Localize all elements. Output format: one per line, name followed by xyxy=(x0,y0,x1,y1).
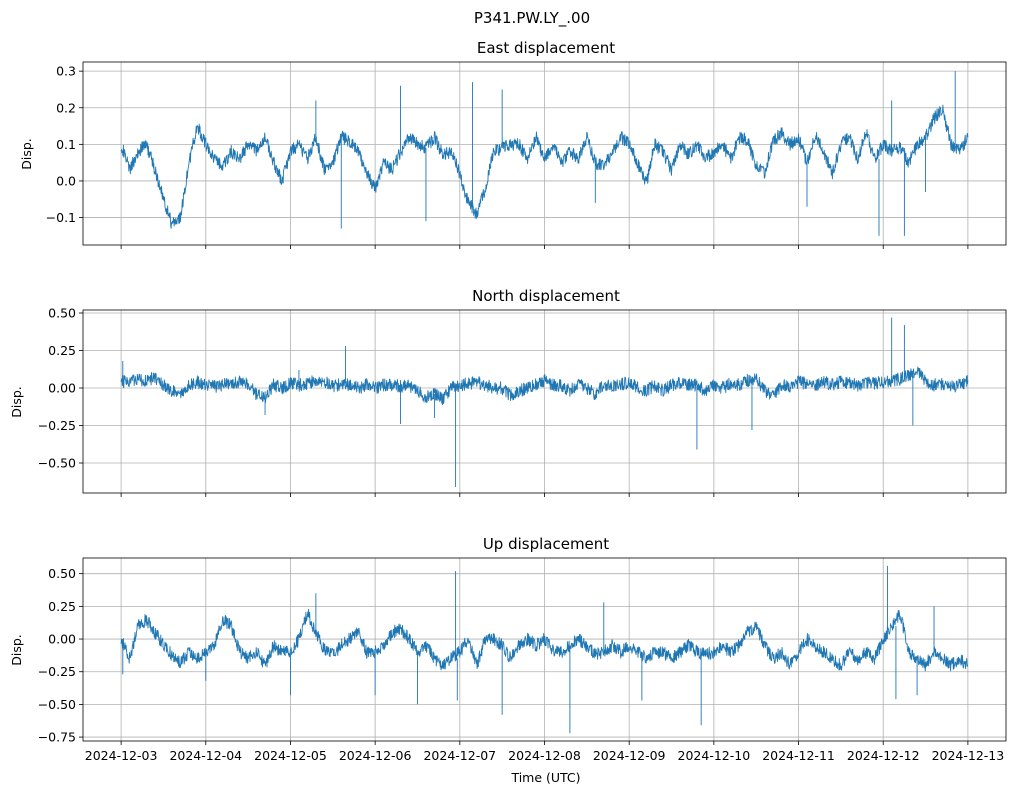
up-xtick-label: 2024-12-03 xyxy=(85,748,158,763)
up-xtick-label: 2024-12-06 xyxy=(339,748,412,763)
up-xtick-label: 2024-12-11 xyxy=(762,748,835,763)
up-xtick-label: 2024-12-13 xyxy=(932,748,1005,763)
up-xtick-label: 2024-12-09 xyxy=(593,748,666,763)
up-ytick-label: −0.25 xyxy=(38,664,76,679)
east-title: East displacement xyxy=(477,39,615,57)
north-ytick-label: 0.00 xyxy=(48,381,76,396)
up-ytick-label: 0.50 xyxy=(48,566,76,581)
up-xtick-label: 2024-12-07 xyxy=(423,748,496,763)
east-subplot: East displacement Disp. 0.3 0.2 0.1 0.0 −0.1 xyxy=(19,39,1007,249)
north-ytick-label: 0.50 xyxy=(48,306,76,321)
up-xtick-label: 2024-12-05 xyxy=(254,748,327,763)
up-ytick-label: −0.75 xyxy=(38,730,76,745)
up-title: Up displacement xyxy=(483,535,609,553)
north-ytick-label: −0.25 xyxy=(38,418,76,433)
up-ytick-label: −0.50 xyxy=(38,697,76,712)
north-ytick-label: −0.50 xyxy=(38,456,76,471)
north-ylabel: Disp. xyxy=(9,386,24,418)
east-ytick-label: 0.3 xyxy=(56,64,76,79)
east-ytick-label: 0.2 xyxy=(56,100,76,115)
north-subplot: North displacement Disp. 0.50 0.25 0.00 −0.… xyxy=(9,287,1007,497)
north-ytick-label: 0.25 xyxy=(48,343,76,358)
up-xtick-label: 2024-12-12 xyxy=(847,748,920,763)
east-ytick-label: −0.1 xyxy=(46,210,76,225)
up-ytick-label: 0.25 xyxy=(48,599,76,614)
up-xtick-label: 2024-12-10 xyxy=(678,748,751,763)
up-xtick-label: 2024-12-04 xyxy=(169,748,242,763)
up-xtick-label: 2024-12-08 xyxy=(508,748,581,763)
up-ytick-label: 0.00 xyxy=(48,632,76,647)
east-series-line xyxy=(120,104,969,229)
figure-title: P341.PW.LY_.00 xyxy=(474,9,590,28)
east-ytick-label: 0.0 xyxy=(56,173,76,188)
east-ylabel: Disp. xyxy=(19,138,34,170)
up-ylabel: Disp. xyxy=(9,634,24,666)
up-series-line xyxy=(120,608,968,672)
east-ytick-label: 0.1 xyxy=(56,137,76,152)
north-title: North displacement xyxy=(472,287,620,305)
x-axis-label: Time (UTC) xyxy=(510,770,580,785)
north-series-line xyxy=(120,366,969,406)
up-subplot: Up displacement Disp. 0.50 0.25 0.00 −0.25 −… xyxy=(9,535,1007,763)
